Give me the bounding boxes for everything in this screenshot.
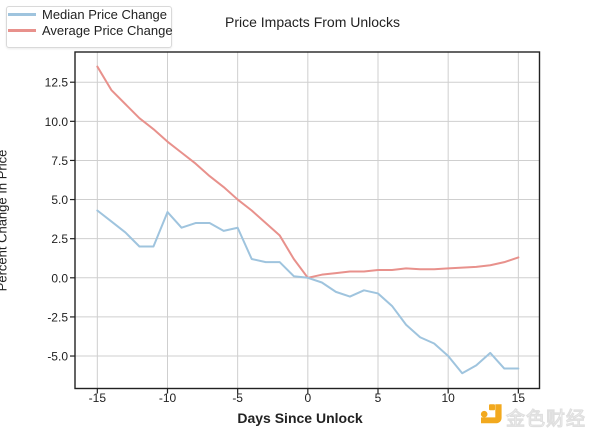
svg-text:-10: -10 bbox=[159, 391, 177, 405]
svg-text:12.5: 12.5 bbox=[45, 76, 69, 90]
svg-text:-2.5: -2.5 bbox=[47, 310, 68, 324]
svg-text:0.0: 0.0 bbox=[51, 271, 68, 285]
svg-text:7.5: 7.5 bbox=[51, 154, 68, 168]
svg-text:-5: -5 bbox=[232, 391, 243, 405]
svg-text:-15: -15 bbox=[89, 391, 107, 405]
svg-text:5: 5 bbox=[375, 391, 382, 405]
svg-text:10: 10 bbox=[441, 391, 455, 405]
svg-text:2.5: 2.5 bbox=[51, 232, 68, 246]
svg-text:10.0: 10.0 bbox=[45, 115, 69, 129]
svg-text:0: 0 bbox=[304, 391, 311, 405]
svg-text:5.0: 5.0 bbox=[51, 193, 68, 207]
svg-text:-5.0: -5.0 bbox=[47, 350, 68, 364]
